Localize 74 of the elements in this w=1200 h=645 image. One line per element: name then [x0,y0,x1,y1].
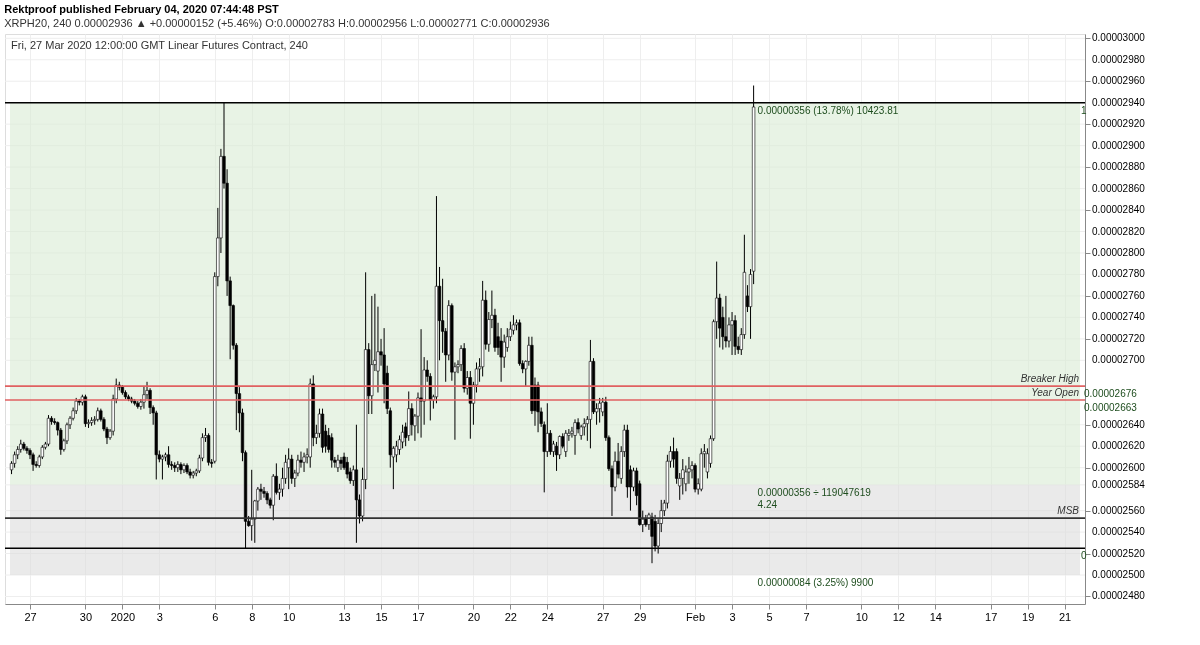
x-tick-label: 5 [766,610,773,623]
x-tick-label: 2020 [110,610,136,623]
x-tick-label: 12 [892,610,905,623]
candlestick [287,447,291,490]
x-tick-label: 27 [597,610,610,623]
x-tick-label: 21 [1058,610,1072,623]
y-tick-label: 0.00003000 [1092,32,1146,44]
candlestick [545,402,549,458]
x-tick-label: 3 [156,610,163,623]
y-tick-label: 0.00002940 [1092,96,1146,108]
x-tick-label: 19 [1022,610,1035,623]
annotation: Fri, 27 Mar 2020 12:00:00 GMT Linear Futures Contract, 240 [11,39,308,51]
x-tick-label: 22 [504,610,517,623]
annotation: 0.00000356 ÷ 119047619 4.24 [757,486,872,510]
x-tick-label: 10 [855,610,869,623]
y-tick-label: 0.00002620 [1092,440,1146,452]
y-tick-label: 0.00002740 [1092,311,1146,323]
y-tick-label: 0.00002800 [1092,246,1146,258]
x-tick-label: 24 [541,610,554,623]
x-tick-label: 8 [249,610,256,623]
x-tick-label: 13 [338,610,351,623]
y-tick-label: 0.00002820 [1092,225,1146,237]
candlestick [499,327,503,383]
candlestick [598,397,602,424]
y-tick-label: 0.00002540 [1092,526,1146,538]
y-tick-label: 0.00002560 [1092,504,1146,516]
y-tick-label: 0.00002640 [1092,418,1146,430]
candlestick [339,456,343,471]
x-tick-label: Feb [686,610,706,623]
x-tick-label: 29 [634,610,647,623]
y-tick-label: 0.00002860 [1092,182,1146,194]
y-tick-label: 0.00002500 [1092,569,1146,581]
y-tick-label: 0.00002480 [1092,590,1146,602]
y-tick-label: 0.00002760 [1092,289,1146,301]
candlestick [631,467,636,492]
annotation: 1 [1080,104,1087,116]
x-tick-label: 10 [283,610,296,623]
x-tick-label: 15 [375,610,388,623]
annotation: 0.00002676 [1084,388,1138,400]
y-tick-label: 0.00002584 [1092,478,1146,490]
x-tick-label: 20 [467,610,481,623]
candlestick [25,445,29,455]
y-tick-label: 0.00002780 [1092,268,1146,280]
ref-line-label: Year Open [1031,387,1080,399]
annotation: 0.00000084 (3.25%) 9900 [757,577,874,589]
x-tick-label: 27 [24,610,37,623]
x-tick-label: 7 [803,610,810,623]
candlestick [302,452,306,473]
annotation: 0.00000356 (13.78%) 10423.81 [757,104,899,116]
y-tick-label: 0.00002840 [1092,204,1146,216]
y-tick-label: 0.00002600 [1092,461,1146,473]
annotation: 0 [1080,550,1087,562]
ref-line-label: MSB [1057,505,1080,517]
y-tick-label: 0.00002880 [1092,161,1146,173]
y-tick-label: 0.00002700 [1092,354,1146,366]
chart-subtitle: XRPH20, 240 0.00002936 ▲ +0.00000152 (+5.46%) O:0.00002783 H:0.00002956 L:0.00002771 C:0.00002936 [4,17,550,30]
y-tick-label: 0.00002900 [1092,139,1146,151]
candlestick [573,418,577,456]
x-tick-label: 17 [985,610,998,623]
chart-title: Rektproof published February 04, 2020 07:44:48 PST [4,3,279,16]
ref-line-label: Breaker High [1020,373,1080,385]
x-tick-label: 3 [729,610,736,623]
y-tick-label: 0.00002960 [1092,75,1146,87]
x-tick-label: 14 [929,610,942,623]
candlestick [681,458,685,496]
x-tick-label: 30 [79,610,93,623]
candlestick [724,295,728,348]
y-tick-label: 0.00002520 [1092,547,1146,559]
annotation: 0.00002663 [1084,402,1138,414]
y-tick-label: 0.00002980 [1092,53,1146,65]
y-tick-label: 0.00002920 [1092,118,1146,130]
x-tick-label: 17 [412,610,425,623]
x-tick-label: 6 [212,610,219,623]
y-tick-label: 0.00002720 [1092,332,1146,344]
